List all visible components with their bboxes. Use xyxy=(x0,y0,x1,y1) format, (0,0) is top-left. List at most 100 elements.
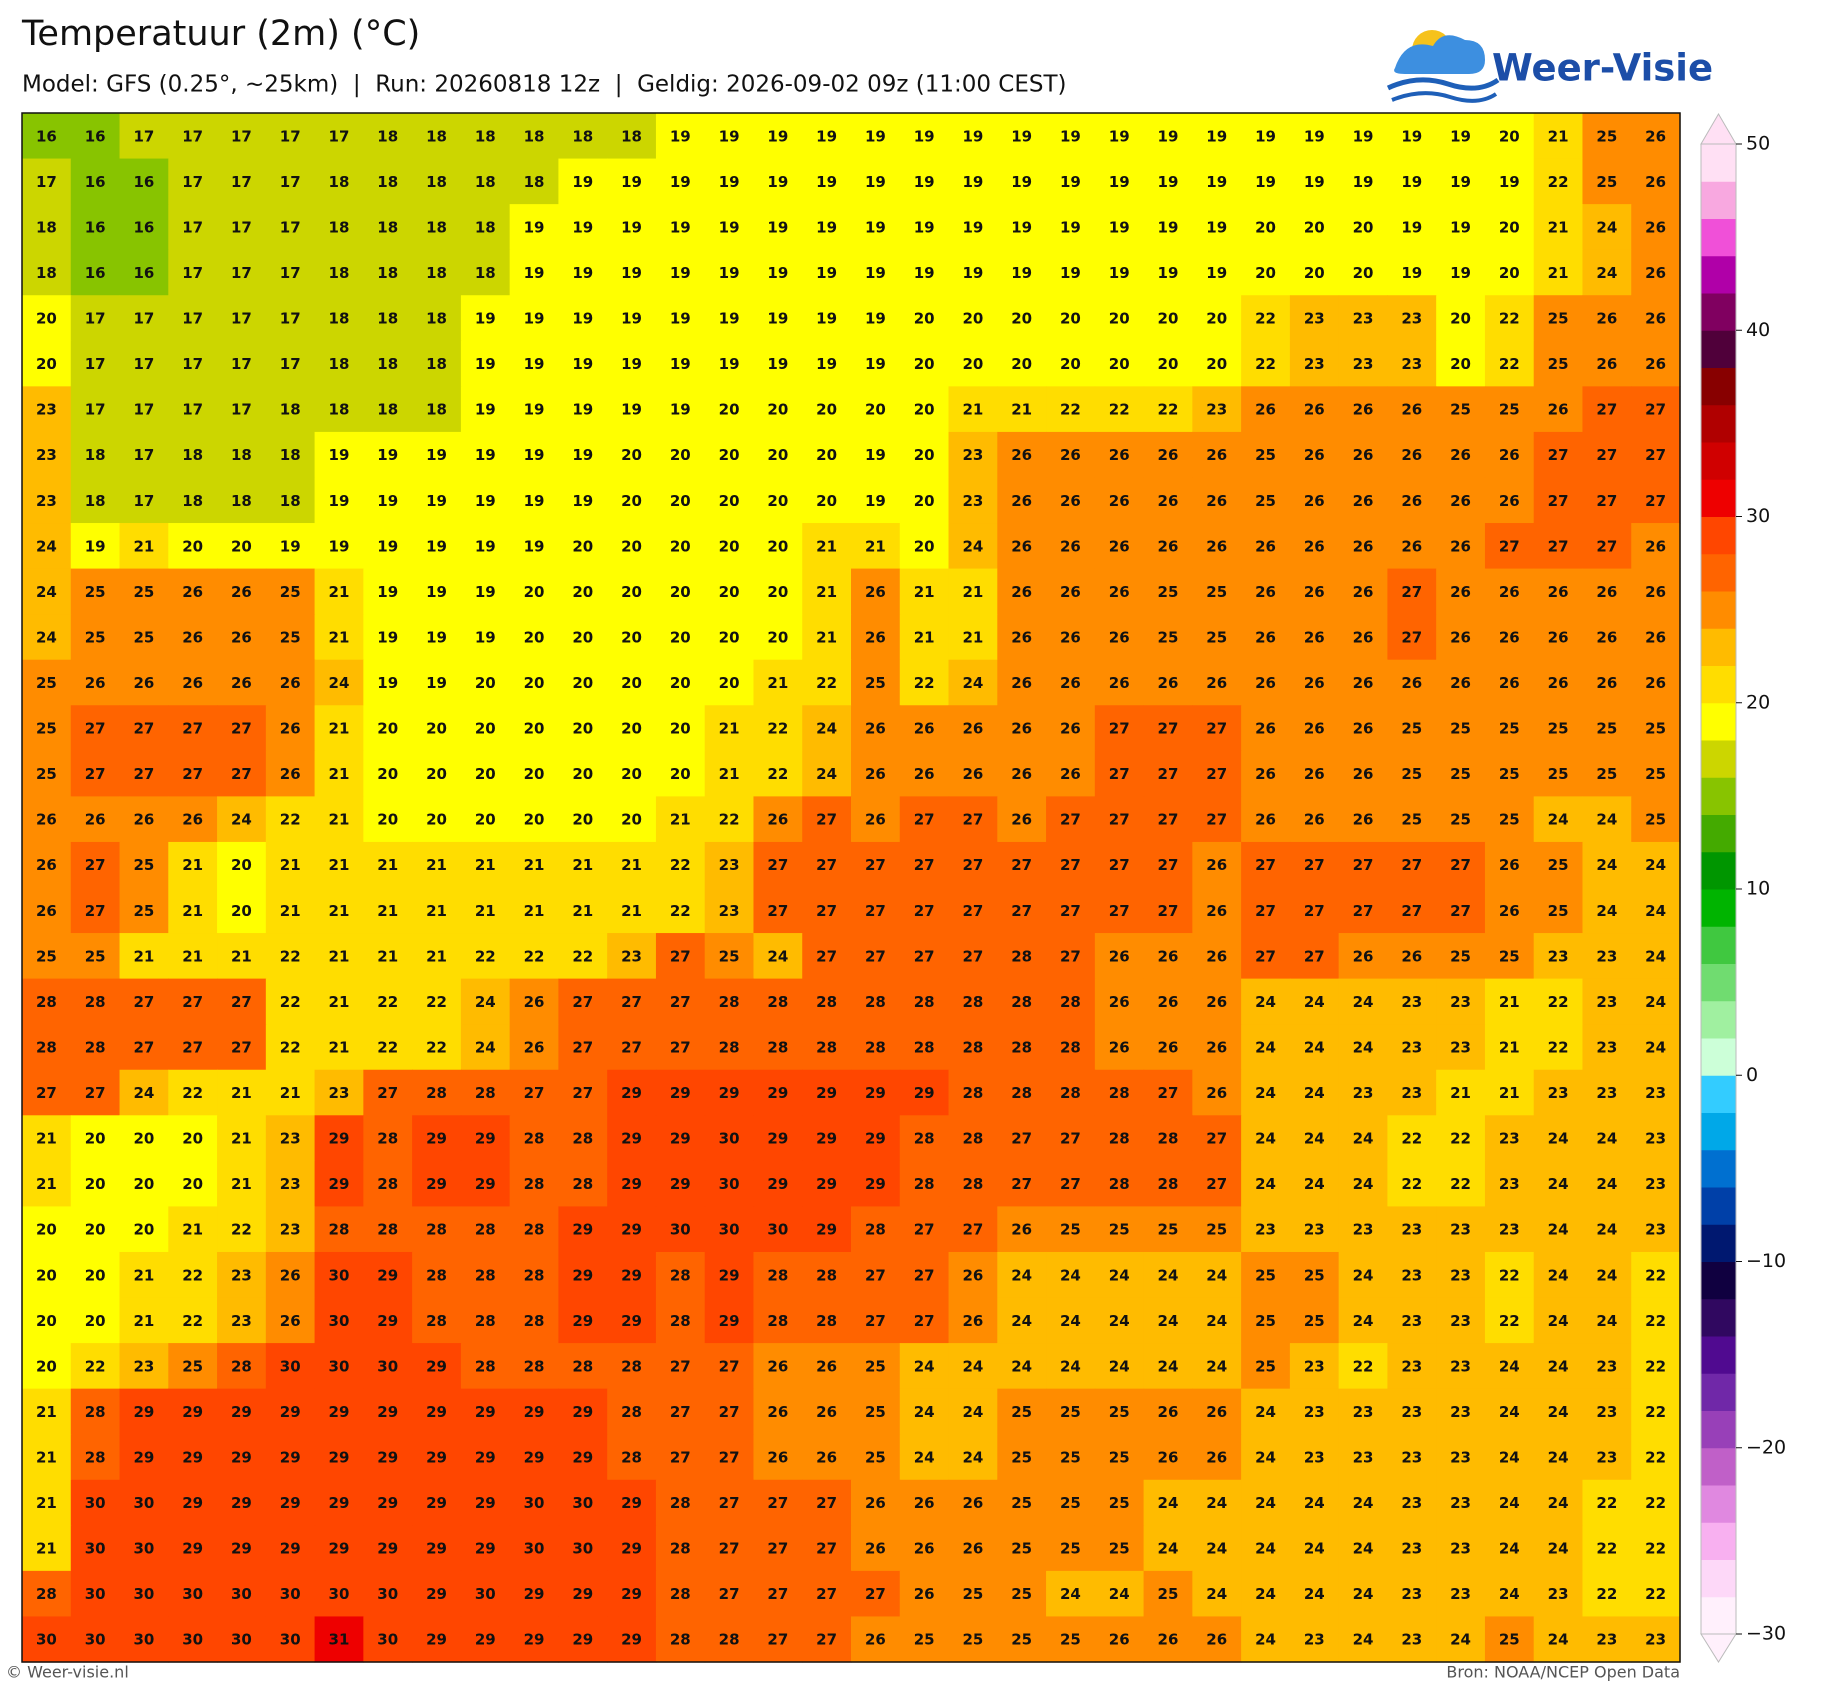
temperature-cell xyxy=(1436,568,1486,615)
temperature-label: 28 xyxy=(426,1221,447,1239)
temperature-cell xyxy=(119,386,169,433)
temperature-label: 26 xyxy=(524,1038,545,1056)
temperature-label: 23 xyxy=(1450,1448,1471,1466)
temperature-cell xyxy=(899,340,950,387)
temperature-label: 26 xyxy=(133,811,154,829)
temperature-cell xyxy=(655,568,706,615)
temperature-cell xyxy=(558,158,608,205)
temperature-label: 25 xyxy=(1401,811,1422,829)
colorbar-swatch xyxy=(1701,1410,1736,1449)
temperature-label: 22 xyxy=(1548,1038,1569,1056)
temperature-label: 26 xyxy=(182,583,203,601)
temperature-label: 17 xyxy=(133,401,154,419)
temperature-label: 28 xyxy=(36,993,57,1011)
temperature-cell xyxy=(1338,204,1389,251)
temperature-label: 26 xyxy=(1206,902,1227,920)
temperature-label: 26 xyxy=(1255,674,1276,692)
temperature-label: 29 xyxy=(475,1494,496,1512)
temperature-cell xyxy=(119,523,169,570)
temperature-cell xyxy=(851,568,901,615)
temperature-label: 26 xyxy=(1255,720,1276,738)
temperature-label: 19 xyxy=(670,173,691,191)
temperature-label: 27 xyxy=(914,902,935,920)
temperature-cell xyxy=(314,477,364,524)
temperature-label: 20 xyxy=(36,1357,57,1375)
temperature-label: 26 xyxy=(1206,947,1227,965)
temperature-label: 20 xyxy=(1206,310,1227,328)
temperature-label: 29 xyxy=(133,1448,154,1466)
temperature-cell xyxy=(704,113,755,160)
temperature-cell xyxy=(1484,204,1535,251)
temperature-label: 26 xyxy=(1255,537,1276,555)
temperature-label: 29 xyxy=(280,1540,301,1558)
temperature-cell xyxy=(948,249,998,296)
temperature-label: 26 xyxy=(1109,537,1130,555)
temperature-label: 20 xyxy=(621,492,642,510)
temperature-label: 21 xyxy=(1499,1038,1520,1056)
temperature-label: 16 xyxy=(85,173,106,191)
temperature-label: 27 xyxy=(85,902,106,920)
temperature-cell xyxy=(1094,249,1145,296)
temperature-cell xyxy=(1338,523,1389,570)
temperature-label: 25 xyxy=(1109,1403,1130,1421)
temperature-cell xyxy=(1192,523,1242,570)
temperature-label: 18 xyxy=(621,127,642,145)
temperature-label: 25 xyxy=(280,628,301,646)
temperature-cell xyxy=(363,523,413,570)
temperature-label: 22 xyxy=(377,1038,398,1056)
temperature-cell xyxy=(948,340,998,387)
temperature-label: 27 xyxy=(1548,537,1569,555)
temperature-label: 24 xyxy=(1206,1540,1227,1558)
temperature-label: 29 xyxy=(280,1448,301,1466)
temperature-label: 25 xyxy=(1450,765,1471,783)
temperature-cell xyxy=(1436,340,1486,387)
temperature-label: 22 xyxy=(280,811,301,829)
temperature-label: 20 xyxy=(621,446,642,464)
temperature-label: 20 xyxy=(36,1266,57,1284)
temperature-label: 18 xyxy=(377,218,398,236)
colorbar-top-arrow xyxy=(1700,113,1737,145)
temperature-label: 26 xyxy=(1158,492,1179,510)
temperature-label: 30 xyxy=(231,1631,252,1649)
temperature-label: 27 xyxy=(914,1266,935,1284)
temperature-label: 29 xyxy=(621,1585,642,1603)
temperature-cell xyxy=(70,204,121,251)
temperature-label: 22 xyxy=(1255,310,1276,328)
temperature-cell xyxy=(802,431,852,479)
temperature-label: 27 xyxy=(1011,856,1032,874)
temperature-label: 24 xyxy=(1596,811,1617,829)
temperature-label: 26 xyxy=(1548,674,1569,692)
temperature-label: 25 xyxy=(1158,1221,1179,1239)
temperature-label: 26 xyxy=(1401,947,1422,965)
temperature-label: 24 xyxy=(1255,1403,1276,1421)
temperature-label: 26 xyxy=(1401,492,1422,510)
temperature-label: 19 xyxy=(865,310,886,328)
temperature-label: 26 xyxy=(1158,993,1179,1011)
temperature-label: 25 xyxy=(280,583,301,601)
temperature-label: 18 xyxy=(475,173,496,191)
temperature-label: 18 xyxy=(329,401,350,419)
temperature-label: 23 xyxy=(1353,1221,1374,1239)
temperature-label: 27 xyxy=(133,993,154,1011)
temperature-label: 24 xyxy=(1353,1175,1374,1193)
temperature-label: 18 xyxy=(426,218,447,236)
temperature-label: 22 xyxy=(1645,1403,1666,1421)
temperature-label: 25 xyxy=(1304,1266,1325,1284)
temperature-label: 21 xyxy=(36,1403,57,1421)
temperature-label: 19 xyxy=(816,355,837,373)
temperature-label: 20 xyxy=(36,1221,57,1239)
temperature-label: 27 xyxy=(962,1221,983,1239)
temperature-label: 25 xyxy=(133,902,154,920)
temperature-label: 18 xyxy=(377,401,398,419)
temperature-label: 26 xyxy=(1304,765,1325,783)
temperature-label: 19 xyxy=(426,446,447,464)
temperature-label: 26 xyxy=(1304,811,1325,829)
temperature-label: 28 xyxy=(329,1221,350,1239)
temperature-label: 26 xyxy=(1158,674,1179,692)
temperature-label: 23 xyxy=(1645,1175,1666,1193)
temperature-label: 25 xyxy=(1060,1403,1081,1421)
temperature-label: 20 xyxy=(719,492,740,510)
temperature-label: 17 xyxy=(182,127,203,145)
temperature-label: 26 xyxy=(962,1312,983,1330)
temperature-label: 29 xyxy=(670,1084,691,1102)
